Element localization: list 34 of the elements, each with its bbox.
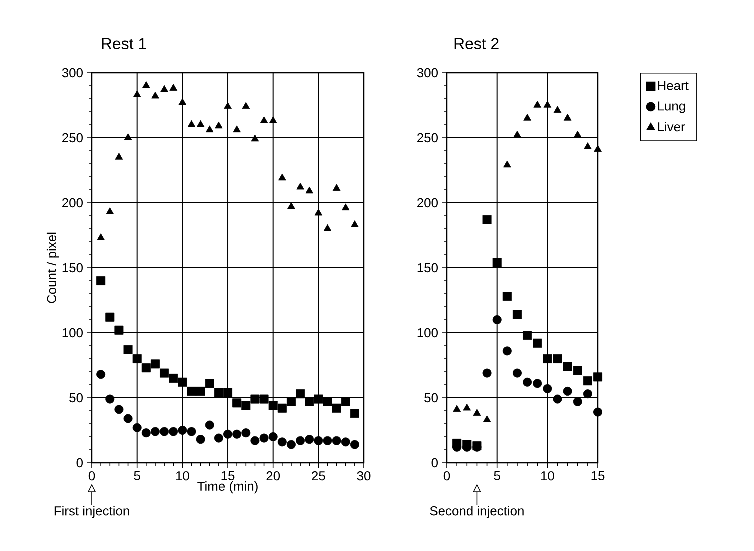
x-tick-label: 0 (444, 472, 450, 481)
x-tick-label: 15 (592, 472, 605, 481)
x-tick-label: 0 (88, 472, 96, 481)
y-tick-label: 200 (418, 198, 438, 208)
x-tick-label: 15 (222, 472, 235, 481)
x-tick-label: 5 (494, 472, 500, 481)
ref-line-label: Second injection (430, 506, 524, 518)
legend-label: Lung (658, 102, 686, 114)
y-tick-label: 150 (418, 263, 438, 273)
x-tick-label: 10 (541, 472, 554, 481)
chart-title: Rest 2 (454, 38, 499, 50)
y-tick-label: 100 (418, 328, 438, 338)
y-tick-label: 100 (62, 328, 83, 338)
y-tick-label: 200 (62, 198, 83, 208)
y-tick-label: 0 (76, 458, 83, 468)
y-tick-label: 300 (417, 68, 438, 78)
x-tick-label: 5 (134, 472, 140, 481)
x-tick-label: 25 (312, 472, 326, 481)
y-tick-label: 150 (62, 263, 83, 273)
y-tick-label: 250 (62, 133, 83, 143)
chart-title: Rest 1 (102, 38, 146, 50)
legend-label: Liver (658, 122, 686, 132)
y-axis-title: Count / pixel (46, 232, 60, 304)
x-tick-label: 10 (176, 472, 190, 481)
y-tick-label: 50 (70, 393, 83, 403)
y-tick-label: 50 (424, 393, 438, 403)
x-tick-label: 30 (357, 472, 371, 481)
ref-line-label: First injection (54, 506, 130, 518)
y-tick-label: 250 (418, 133, 438, 143)
x-tick-label: 20 (266, 472, 280, 481)
y-tick-label: 0 (432, 458, 438, 468)
y-tick-label: 300 (62, 68, 83, 78)
legend-label: Heart (658, 81, 689, 90)
x-axis-title: Time (min) (198, 482, 258, 494)
